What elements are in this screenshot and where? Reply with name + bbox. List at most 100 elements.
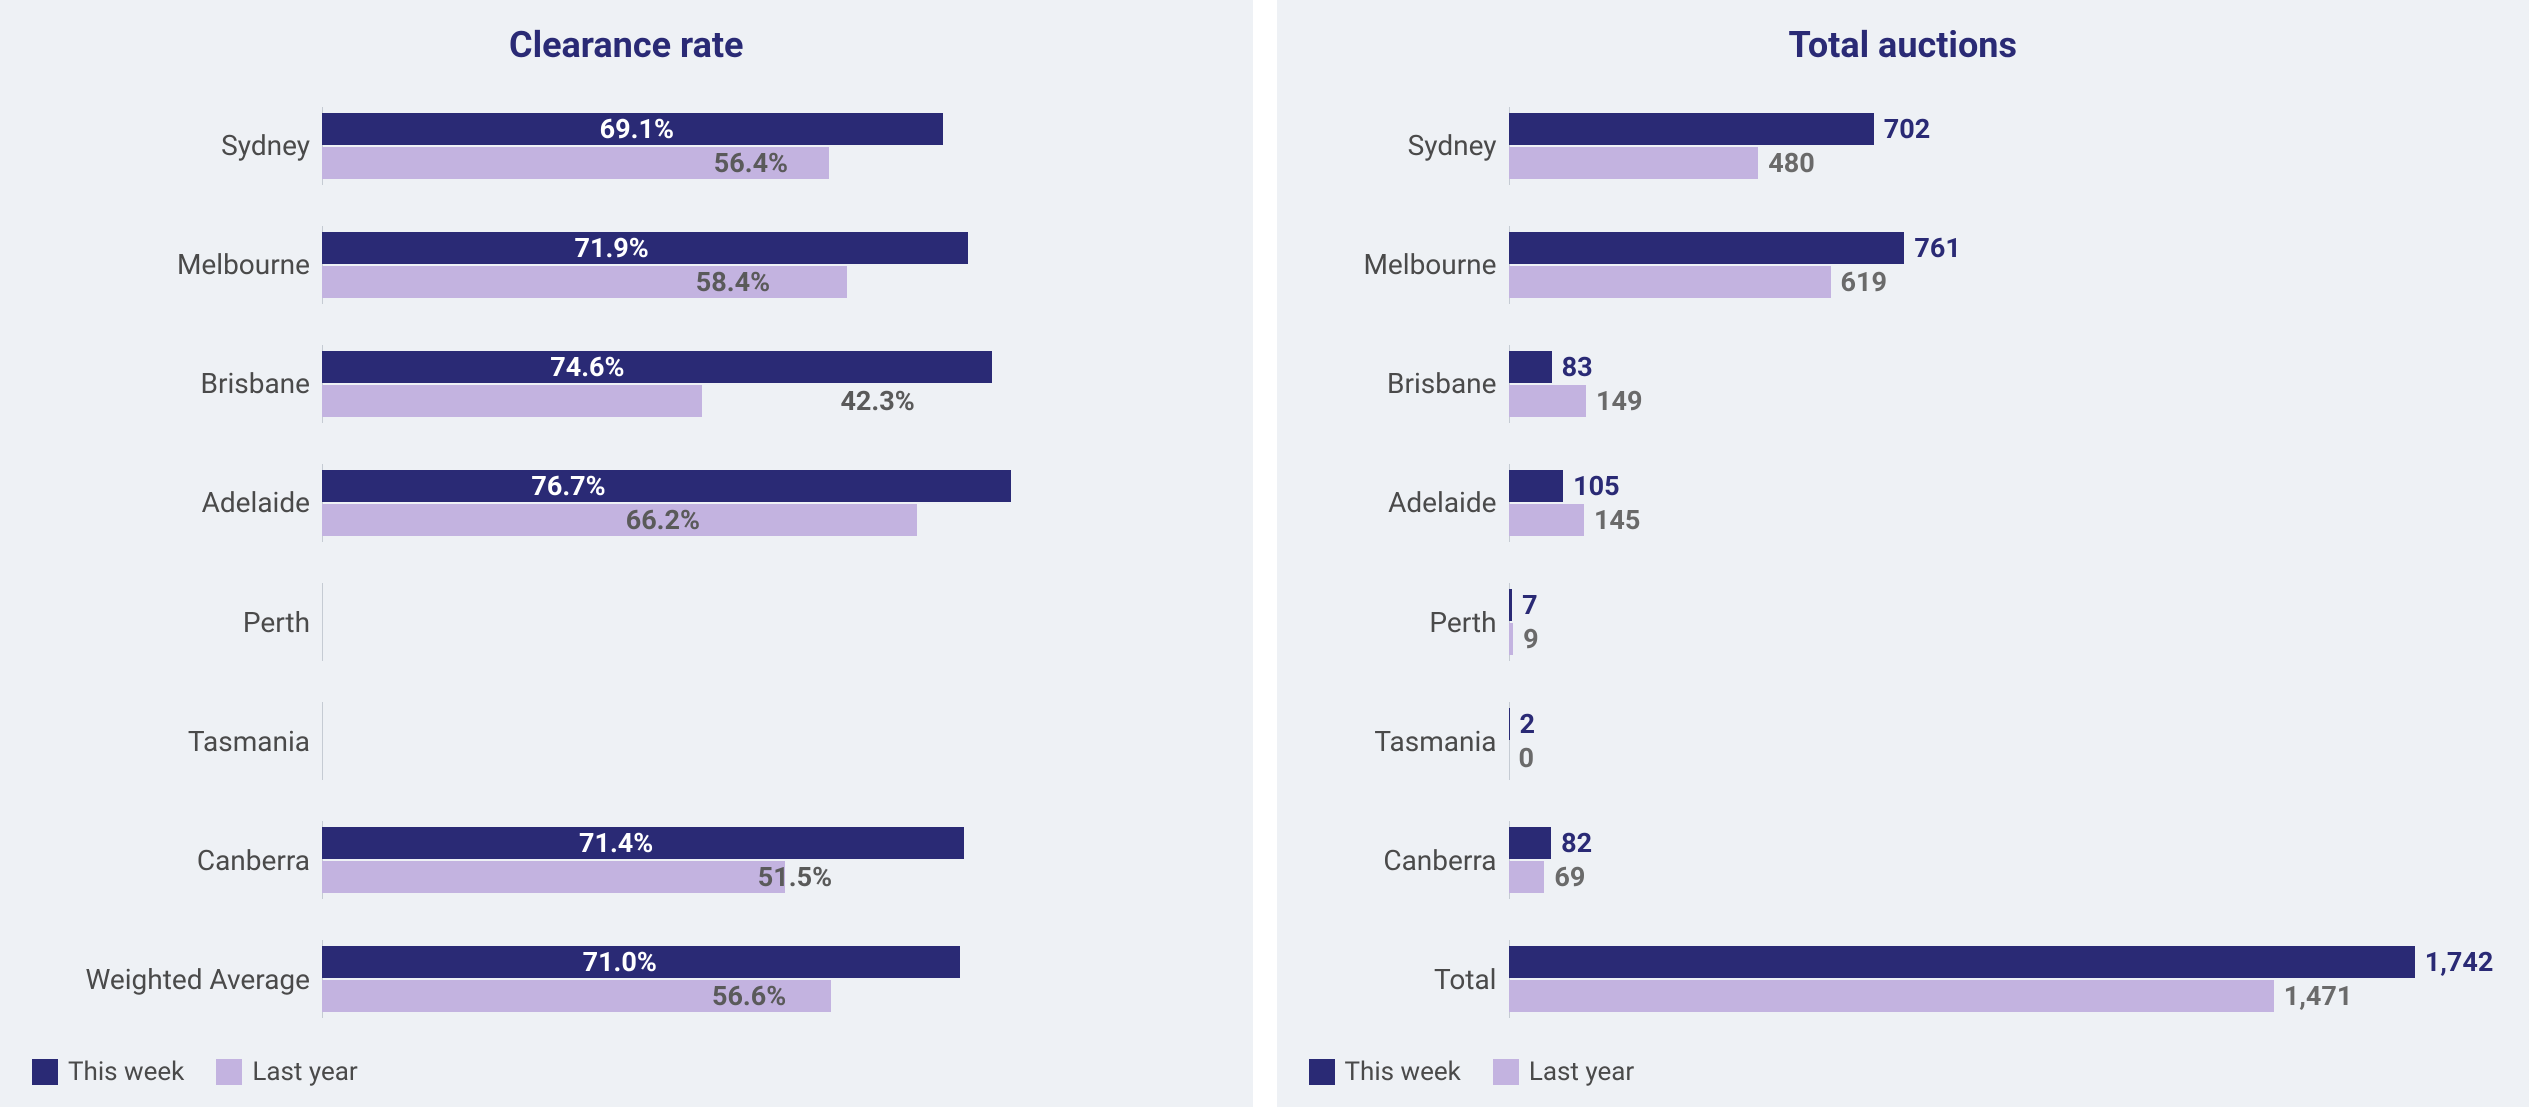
chart-row: Sydney 702 480 xyxy=(1309,113,2498,179)
row-label: Canberra xyxy=(1309,844,1509,877)
bar-group: 71.9%58.4% xyxy=(322,232,1221,298)
bar-value-label: 761 xyxy=(1904,232,1960,264)
row-label: Total xyxy=(1309,963,1509,996)
bar-this_week: 71.9% xyxy=(322,232,1221,264)
chart-row: Tasmania20 xyxy=(1309,708,2498,774)
row-label: Perth xyxy=(1309,606,1509,639)
chart-row: Weighted Average71.0%56.6% xyxy=(32,946,1221,1012)
row-label: Brisbane xyxy=(32,367,322,400)
bar-fill xyxy=(1509,266,1831,298)
chart-row: Canberra8269 xyxy=(1309,827,2498,893)
legend: This weekLast year xyxy=(32,1057,1221,1087)
bar-last_year: 9 xyxy=(1509,623,2498,655)
bar-value-label: 702 xyxy=(1874,113,1930,145)
bar-this_week: 2 xyxy=(1509,708,2498,740)
bar-group: 105145 xyxy=(1509,470,2498,536)
row-label: Tasmania xyxy=(32,725,322,758)
chart-row: Tasmania xyxy=(32,708,1221,774)
bar-fill xyxy=(1509,113,1874,145)
chart-row: Melbourne 761 619 xyxy=(1309,232,2498,298)
bar-this_week: 83 xyxy=(1509,351,2498,383)
bar-value-label: 42.3% xyxy=(840,385,1220,417)
chart-row: Adelaide105145 xyxy=(1309,470,2498,536)
bar-value-label: 71.0% xyxy=(583,946,1221,978)
bar-fill xyxy=(1509,946,2415,978)
bar-value-label: 76.7% xyxy=(531,470,1220,502)
bar-fill xyxy=(1509,504,1584,536)
bar-last_year: 66.2% xyxy=(322,504,1221,536)
legend-swatch xyxy=(216,1059,242,1085)
chart-row: Perth79 xyxy=(1309,589,2498,655)
bar-this_week: 82 xyxy=(1509,827,2498,859)
bar-group: 71.0%56.6% xyxy=(322,946,1221,1012)
bar-value-label: 58.4% xyxy=(696,266,1221,298)
row-label: Canberra xyxy=(32,844,322,877)
row-label: Tasmania xyxy=(1309,725,1509,758)
bar-this_week: 7 xyxy=(1509,589,2498,621)
bar-fill xyxy=(322,385,702,417)
bar-value-label: 7 xyxy=(1512,589,1538,621)
bar-group: 1,7421,471 xyxy=(1509,946,2498,1012)
bar-fill xyxy=(1509,385,1587,417)
chart-row: Canberra71.4%51.5% xyxy=(32,827,1221,893)
bar-this_week: 71.4% xyxy=(322,827,1221,859)
bar-group: 76.7%66.2% xyxy=(322,470,1221,536)
legend-item-last_year: Last year xyxy=(1493,1057,1634,1087)
bar-fill xyxy=(1509,827,1552,859)
bar-fill xyxy=(1509,470,1564,502)
bar-last_year: 480 xyxy=(1509,147,2498,179)
legend-swatch xyxy=(1493,1059,1519,1085)
row-label: Sydney xyxy=(1309,129,1509,162)
bar-fill xyxy=(1509,351,1552,383)
bar-value-label: 619 xyxy=(1831,266,1887,298)
bar-this_week: 761 xyxy=(1509,232,2498,264)
row-label: Weighted Average xyxy=(32,963,322,996)
chart-row: Melbourne71.9%58.4% xyxy=(32,232,1221,298)
row-label: Sydney xyxy=(32,129,322,162)
bar-value-label: 82 xyxy=(1551,827,1592,859)
bar-last_year: 619 xyxy=(1509,266,2498,298)
chart-row: Adelaide76.7%66.2% xyxy=(32,470,1221,536)
bar-value-label: 480 xyxy=(1758,147,1814,179)
bar-this_week: 69.1% xyxy=(322,113,1221,145)
legend-swatch xyxy=(32,1059,58,1085)
bar-group: 83149 xyxy=(1509,351,2498,417)
row-label: Adelaide xyxy=(1309,486,1509,519)
bar-last_year xyxy=(322,623,1221,655)
bar-fill xyxy=(322,861,785,893)
chart-row: Perth xyxy=(32,589,1221,655)
bar-this_week: 702 xyxy=(1509,113,2498,145)
bar-this_week: 76.7% xyxy=(322,470,1221,502)
bar-this_week: 71.0% xyxy=(322,946,1221,978)
chart-area: Sydney702480Melbourne761619Brisbane83149… xyxy=(1309,86,2498,1039)
legend-swatch xyxy=(1309,1059,1335,1085)
bar-group: 702 480 xyxy=(1509,113,2498,179)
chart-area: Sydney69.1%56.4% Melbourne71.9%58.4% Brisb… xyxy=(32,86,1221,1039)
panel-title: Total auctions xyxy=(1309,24,2498,66)
row-label: Melbourne xyxy=(1309,248,1509,281)
bar-value-label: 149 xyxy=(1586,385,1642,417)
bar-group: 761 619 xyxy=(1509,232,2498,298)
legend-label: This week xyxy=(1345,1057,1461,1087)
legend-label: Last year xyxy=(1529,1057,1634,1087)
bar-fill xyxy=(1509,147,1759,179)
panel-title: Clearance rate xyxy=(32,24,1221,66)
chart-row: Brisbane74.6%42.3% xyxy=(32,351,1221,417)
bar-value-label: 74.6% xyxy=(550,351,1220,383)
bar-this_week: 105 xyxy=(1509,470,2498,502)
legend-item-this_week: This week xyxy=(1309,1057,1461,1087)
bar-value-label: 83 xyxy=(1552,351,1593,383)
bar-last_year xyxy=(322,742,1221,774)
bar-fill xyxy=(1509,980,2274,1012)
bar-value-label: 71.4% xyxy=(579,827,1221,859)
bar-group: 74.6%42.3% xyxy=(322,351,1221,417)
panel-clearance: Clearance rate Sydney69.1%56.4% Melbourne7… xyxy=(0,0,1253,1107)
bar-value-label: 56.6% xyxy=(712,980,1221,1012)
bar-value-label: 2 xyxy=(1510,708,1536,740)
bar-value-label: 56.4% xyxy=(714,147,1221,179)
bar-this_week xyxy=(322,589,1221,621)
bar-this_week xyxy=(322,708,1221,740)
bar-last_year: 1,471 xyxy=(1509,980,2498,1012)
bar-value-label: 71.9% xyxy=(574,232,1220,264)
bar-group: 71.4%51.5% xyxy=(322,827,1221,893)
